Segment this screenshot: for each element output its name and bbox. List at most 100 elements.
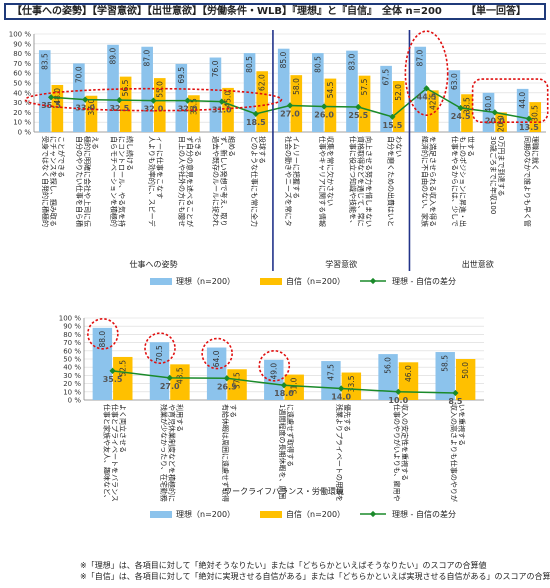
bar-confidence: [495, 112, 507, 132]
bar-confidence: [529, 102, 542, 132]
title-bar: 【仕事への姿勢】【学習意欲】【出世意欲】【労働条件・WLB】『理想』と『自信』 …: [4, 3, 546, 20]
category-label-line: 1週間程度の長期休暇を、周囲: [278, 404, 287, 499]
category-label-line: や育児休業制度などを積極的に: [168, 404, 177, 502]
category-label: 仕事と家族や友人、趣味など、仕事とプライベートをバランスよく両立させる: [103, 404, 128, 502]
y-tick-label: 90 %: [63, 323, 81, 331]
category-label: 仕事に役立つ知識や技能を、資格取得などを通じて、常に向上させる努力を惜しまない: [348, 136, 373, 227]
category-label-line: 資格取得などを通じて、常に: [356, 136, 365, 227]
highlight-ideal-circle: [201, 337, 233, 370]
bar-ideal: [312, 53, 324, 132]
category-label-line: にコントロール、やる気を持: [117, 136, 126, 227]
legend-label-diff: 理想 - 自信の差分: [392, 509, 456, 519]
chart-work-life-balance: 0 %10 %20 %30 %40 %50 %60 %70 %80 %90 %1…: [59, 315, 484, 519]
bar-confidence: [85, 95, 98, 132]
data-label-diff: 44.5: [417, 92, 437, 101]
data-label-diff: 27.0: [280, 110, 300, 119]
data-label-ideal: 70.0: [74, 66, 83, 83]
y-tick-label: 70 %: [13, 60, 31, 68]
data-label-ideal: 87.0: [143, 50, 152, 67]
data-label-ideal: 85.0: [279, 51, 288, 68]
data-label-confidence: 48.0: [53, 88, 62, 105]
group-label: 学習意欲: [325, 259, 357, 269]
data-label-confidence: 42.5: [428, 93, 437, 110]
legend-swatch-confidence: [260, 511, 282, 518]
category-label: 経済的に不自由のない、家族を満足させられる収入を得る: [421, 136, 438, 227]
data-label-diff: 8.5: [448, 397, 463, 406]
data-label-diff: 18.0: [274, 389, 294, 398]
data-label-ideal: 47.5: [326, 364, 335, 381]
category-label-line: える: [91, 136, 99, 150]
data-label-confidence: 58.0: [292, 78, 301, 95]
category-label: 過去や既存のルールに捉われず、新しい発想で考え、取り組める: [212, 136, 237, 227]
bar-ideal: [264, 359, 284, 400]
chart-title: 【仕事への姿勢】【学習意欲】【出世意欲】【労働条件・WLB】『理想』と『自信』 …: [12, 6, 442, 17]
legend-label-ideal: 理想（n=200）: [176, 276, 235, 286]
data-label-diff: 15.5: [383, 121, 403, 130]
category-label-line: 組める: [228, 136, 237, 157]
legend-label-confidence: 自信（n=200）: [286, 509, 345, 519]
highlight-diff-attitude: [24, 87, 283, 112]
group-label: 出世意欲: [462, 259, 494, 269]
data-label-ideal: 67.5: [382, 69, 391, 86]
legend-marker-diff: [369, 510, 377, 518]
category-label-line: 仕事をやるからには、少しで: [451, 136, 460, 227]
highlight-income: [404, 30, 449, 117]
data-label-ideal: 88.0: [98, 331, 107, 348]
bar-confidence: [153, 78, 166, 132]
data-label-confidence: 20.0: [497, 115, 506, 132]
bar-confidence: [358, 75, 371, 132]
data-label-ideal: 80.5: [245, 56, 254, 73]
bar-confidence: [256, 71, 268, 132]
category-label-line: を満足させられる収入を得る: [429, 136, 438, 227]
y-tick-label: 70 %: [63, 339, 81, 347]
y-tick-label: 10 %: [13, 119, 31, 127]
bar-ideal: [321, 361, 341, 400]
group-label: ワークライフバランス・労働環境: [224, 486, 344, 496]
bar-confidence: [170, 364, 190, 400]
data-label-ideal: 69.5: [177, 67, 186, 84]
data-label-confidence: 52.5: [118, 360, 127, 377]
bar-ideal: [380, 65, 392, 132]
category-label-line: ず自分の意見を述べることが: [186, 136, 195, 227]
category-label-line: 収入の安定性を重視する: [400, 404, 409, 481]
category-label-line: 同期のなかで誰よりも早く管: [523, 136, 532, 227]
category-label-line: 収入の高さよりも仕事のやりが: [449, 404, 458, 502]
data-label-confidence: 43.5: [175, 367, 184, 384]
category-label-line: 続し続ける: [125, 136, 134, 171]
legend-swatch-ideal: [150, 511, 172, 518]
legend-swatch-confidence: [260, 278, 282, 285]
bar-confidence: [392, 81, 405, 132]
category-label-line: も上のポジションに昇進・出: [459, 136, 468, 227]
data-label-confidence: 46.0: [404, 365, 413, 382]
diff-marker: [116, 97, 123, 104]
data-label-ideal: 87.0: [416, 50, 425, 67]
legend-label-ideal: 理想（n=200）: [176, 509, 235, 519]
data-label-confidence: 62.0: [258, 74, 267, 91]
category-label-line: ことができる: [57, 136, 66, 178]
category-label: 30歳ごろまでに年収1000万円まで到達する: [489, 136, 506, 214]
category-label-line: いを重視する: [457, 404, 466, 446]
legend-label-confidence: 自信（n=200）: [286, 276, 345, 286]
chart-attitude-learning-promotion: 0 %10 %20 %30 %40 %50 %60 %70 %80 %90 %1…: [9, 30, 549, 286]
data-label-ideal: 49.0: [269, 363, 278, 380]
legend-swatch-ideal: [150, 278, 172, 285]
category-label-line: 向上させる努力を惜しまない: [364, 136, 373, 227]
diff-marker: [150, 97, 157, 104]
y-tick-label: 100 %: [9, 31, 32, 39]
category-label-line: わない: [394, 136, 402, 157]
data-label-ideal: 63.0: [450, 73, 459, 90]
data-label-confidence: 55.0: [155, 81, 164, 98]
category-label-line: 極的に明確に会社や上司に伝: [83, 136, 92, 227]
category-label-line: 理職に就く: [531, 136, 540, 171]
bar-confidence: [341, 372, 362, 400]
category-label: 目上の人や社外の方にも臆せず自分の意見を述べることができる: [178, 136, 202, 227]
category-label-line: 世する: [467, 136, 476, 157]
data-label-diff: 32.0: [178, 105, 198, 114]
data-label-diff: 20.0: [485, 116, 505, 125]
y-tick-label: 40 %: [63, 364, 81, 372]
data-label-confidence: 37.5: [189, 98, 198, 115]
category-label-line: にチャンスを探し、掴み取る: [49, 136, 58, 227]
footnote-confidence: ※「自信」は、各項目に対して「絶対に実現させる自信がある」または「どちらかといえ…: [80, 572, 550, 581]
bar-ideal: [206, 347, 227, 400]
data-label-ideal: 80.5: [313, 56, 322, 73]
